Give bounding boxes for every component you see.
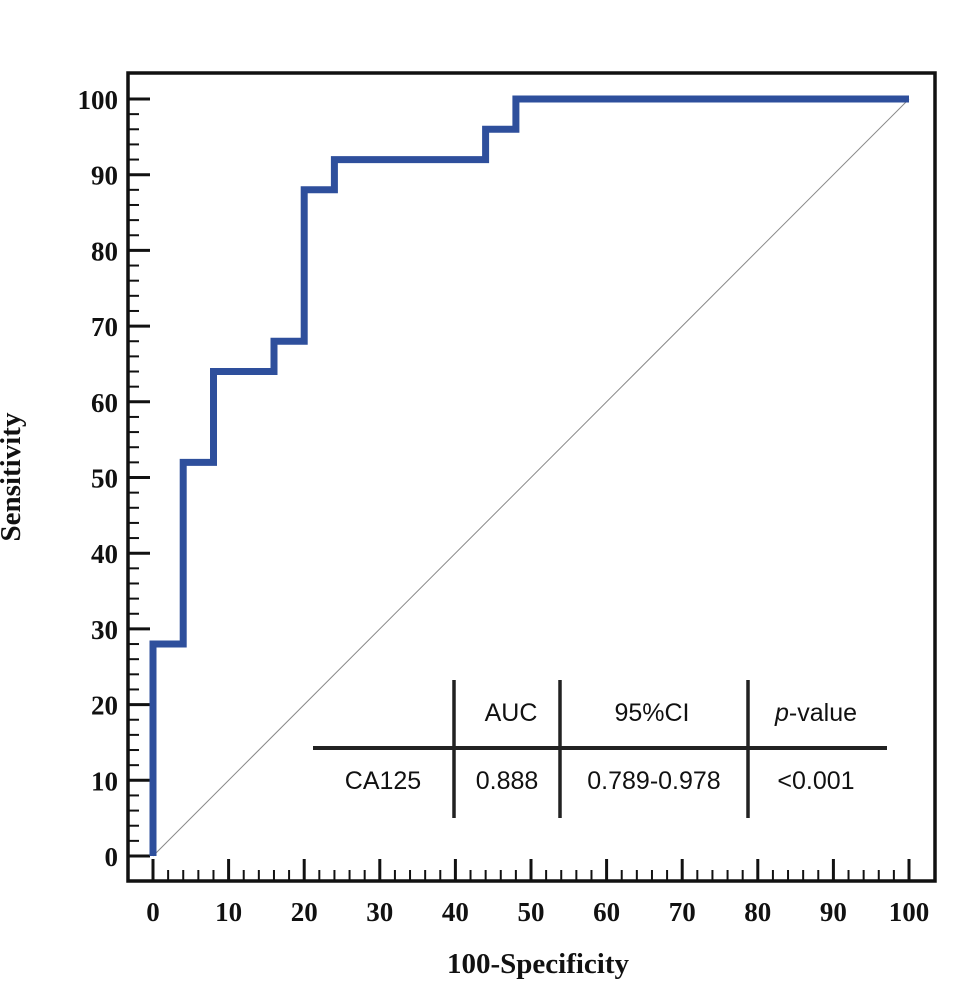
y-tick-label: 0 bbox=[105, 842, 119, 872]
table-cell-pvalue: <0.001 bbox=[777, 767, 854, 795]
table-cell-ci: 0.789-0.978 bbox=[587, 767, 720, 795]
pvalue-rest: -value bbox=[789, 699, 857, 727]
reference-diagonal-line bbox=[152, 98, 910, 857]
table-header-ci: 95%CI bbox=[614, 699, 689, 727]
x-tick-label: 60 bbox=[593, 897, 620, 927]
x-tick-label: 30 bbox=[366, 897, 393, 927]
y-tick-label: 20 bbox=[91, 691, 118, 721]
y-tick-label: 50 bbox=[91, 464, 118, 494]
y-tick-label: 80 bbox=[91, 236, 118, 266]
x-tick-label: 100 bbox=[889, 897, 930, 927]
stats-table: AUC 95%CI p-value CA125 0.888 0.789-0.97… bbox=[313, 680, 887, 818]
x-tick-label: 20 bbox=[291, 897, 318, 927]
table-header-auc: AUC bbox=[485, 699, 538, 727]
table-cell-auc: 0.888 bbox=[476, 767, 539, 795]
x-tick-label: 10 bbox=[215, 897, 242, 927]
y-axis-title: Sensitivity bbox=[0, 412, 27, 541]
y-tick-label: 100 bbox=[78, 85, 119, 115]
roc-curve-series bbox=[149, 95, 909, 856]
x-tick-label: 90 bbox=[820, 897, 847, 927]
x-tick-label: 50 bbox=[518, 897, 545, 927]
x-tick-label: 70 bbox=[669, 897, 696, 927]
table-header-pvalue: p-value bbox=[774, 699, 857, 727]
y-tick-label: 90 bbox=[91, 161, 118, 191]
x-axis-title: 100-Specificity bbox=[447, 948, 630, 980]
y-tick-label: 70 bbox=[91, 312, 118, 342]
axis-ticks bbox=[128, 97, 911, 881]
y-tick-label: 40 bbox=[91, 539, 118, 569]
x-tick-label: 40 bbox=[442, 897, 469, 927]
y-tick-label: 60 bbox=[91, 388, 118, 418]
y-tick-label: 10 bbox=[91, 766, 118, 796]
pvalue-italic-p: p bbox=[774, 699, 789, 727]
y-tick-label: 30 bbox=[91, 615, 118, 645]
x-tick-labels: 0 10 20 30 40 50 60 70 80 90 100 bbox=[146, 897, 929, 927]
y-tick-labels: 0 10 20 30 40 50 60 70 80 90 100 bbox=[78, 85, 119, 872]
x-tick-label: 0 bbox=[146, 897, 160, 927]
table-cell-marker: CA125 bbox=[345, 767, 421, 795]
x-tick-label: 80 bbox=[744, 897, 771, 927]
